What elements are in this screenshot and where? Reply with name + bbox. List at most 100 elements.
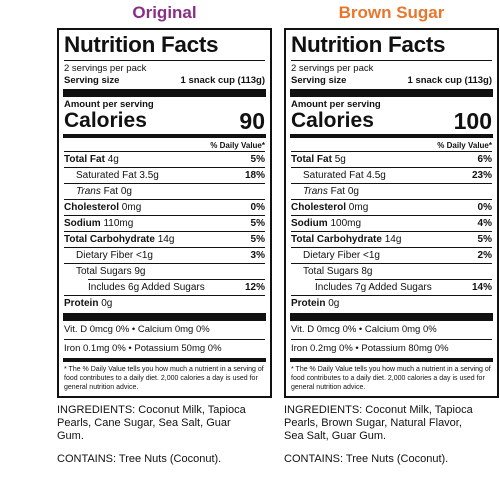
carbohydrate-row: Total Carbohydrate 14g 5% xyxy=(291,231,492,247)
fiber-row: Dietary Fiber <1g 2% xyxy=(291,247,492,263)
total-fat-row: Total Fat 4g 5% xyxy=(64,151,265,167)
carbohydrate-pct: 5% xyxy=(477,234,492,245)
nutrition-facts-panel-brown-sugar: Nutrition Facts 2 servings per pack Serv… xyxy=(284,28,499,398)
total-fat-amount: 5g xyxy=(334,154,346,165)
cholesterol-amount: 0mg xyxy=(348,202,369,213)
total-fat-amount: 4g xyxy=(107,154,119,165)
fiber-pct: 2% xyxy=(477,250,492,261)
total-fat-label: Total Fat xyxy=(291,154,332,165)
saturated-fat-row: Saturated Fat 3.5g 18% xyxy=(64,167,265,183)
protein-row: Protein 0g xyxy=(64,295,265,311)
divider-medium xyxy=(290,134,493,138)
sugars-row: Total Sugars 8g xyxy=(291,263,492,279)
brown-sugar-column: Brown Sugar Nutrition Facts 2 servings p… xyxy=(284,0,499,466)
sodium-pct: 4% xyxy=(477,218,492,229)
cholesterol-row: Cholesterol 0mg 0% xyxy=(291,199,492,215)
nutrition-facts-title: Nutrition Facts xyxy=(64,32,219,57)
divider-thick xyxy=(63,89,266,97)
calories-row: Calories 90 xyxy=(64,108,265,134)
cholesterol-row: Cholesterol 0mg 0% xyxy=(64,199,265,215)
total-fat-row: Total Fat 5g 6% xyxy=(291,151,492,167)
ingredients-text: INGREDIENTS: Coconut Milk, Tapioca Pearl… xyxy=(57,404,246,442)
serving-size-label: Serving size xyxy=(64,75,120,86)
variant-title-brown-sugar: Brown Sugar xyxy=(338,3,445,22)
divider-thick xyxy=(290,89,493,97)
carbohydrate-amount: 14g xyxy=(384,234,402,245)
saturated-fat-row: Saturated Fat 4.5g 23% xyxy=(291,167,492,183)
fiber-pct: 3% xyxy=(250,250,265,261)
sodium-amount: 100mg xyxy=(330,218,362,229)
daily-value-footnote: * The % Daily Value tells you how much a… xyxy=(64,366,264,391)
amount-per-serving: Amount per serving xyxy=(64,99,154,110)
protein-amount: 0g xyxy=(328,298,340,309)
carbohydrate-pct: 5% xyxy=(250,234,265,245)
sodium-label: Sodium xyxy=(64,218,101,229)
servings-per-pack: 2 servings per pack xyxy=(64,63,147,74)
calories-value: 100 xyxy=(453,108,492,134)
saturated-fat-pct: 23% xyxy=(471,170,492,181)
carbohydrate-amount: 14g xyxy=(157,234,175,245)
allergen-contains-text: CONTAINS: Tree Nuts (Coconut). xyxy=(57,453,222,465)
divider-thick xyxy=(63,313,266,321)
iron-line: Iron 0.1mg 0% • Potassium 50mg 0% xyxy=(64,343,222,354)
divider-medium xyxy=(63,358,266,362)
original-column: Original Nutrition Facts 2 servings per … xyxy=(57,0,272,466)
cholesterol-pct: 0% xyxy=(477,202,492,213)
added-sugars-row: Includes 6g Added Sugars 12% xyxy=(88,279,265,295)
fiber-row: Dietary Fiber <1g 3% xyxy=(64,247,265,263)
carbohydrate-label: Total Carbohydrate xyxy=(291,234,382,245)
cholesterol-pct: 0% xyxy=(250,202,265,213)
cholesterol-amount: 0mg xyxy=(121,202,142,213)
calories-label: Calories xyxy=(64,109,147,132)
ingredients-text: INGREDIENTS: Coconut Milk, Tapioca Pearl… xyxy=(284,404,473,442)
total-fat-pct: 6% xyxy=(477,154,492,165)
added-sugars-label: Includes 7g Added Sugars xyxy=(315,282,432,293)
sodium-row: Sodium 100mg 4% xyxy=(291,215,492,231)
nutrition-facts-panel-original: Nutrition Facts 2 servings per pack Serv… xyxy=(57,28,272,398)
vitamin-line: Vit. D 0mcg 0% • Calcium 0mg 0% xyxy=(64,324,210,335)
carbohydrate-row: Total Carbohydrate 14g 5% xyxy=(64,231,265,247)
divider-thick xyxy=(290,313,493,321)
calories-value: 90 xyxy=(239,108,265,134)
serving-size-row: Serving size 1 snack cup (113g) xyxy=(291,75,492,87)
sugars-label: Total Sugars 9g xyxy=(76,266,146,277)
serving-size-value: 1 snack cup (113g) xyxy=(407,75,492,86)
daily-value-header: % Daily Value* xyxy=(210,141,265,150)
saturated-fat-pct: 18% xyxy=(244,170,265,181)
added-sugars-pct: 12% xyxy=(244,282,265,293)
added-sugars-row: Includes 7g Added Sugars 14% xyxy=(315,279,492,295)
iron-line: Iron 0.2mg 0% • Potassium 80mg 0% xyxy=(291,343,449,354)
saturated-fat-label: Saturated Fat 4.5g xyxy=(303,170,386,181)
divider-medium xyxy=(63,134,266,138)
fiber-label: Dietary Fiber <1g xyxy=(303,250,380,261)
cholesterol-label: Cholesterol xyxy=(291,202,347,213)
sodium-pct: 5% xyxy=(250,218,265,229)
trans-fat-word: Trans xyxy=(303,186,328,197)
total-fat-pct: 5% xyxy=(250,154,265,165)
total-fat-label: Total Fat xyxy=(64,154,105,165)
serving-size-value: 1 snack cup (113g) xyxy=(180,75,265,86)
saturated-fat-label: Saturated Fat 3.5g xyxy=(76,170,159,181)
trans-fat-row: Trans Fat 0g xyxy=(291,183,492,199)
amount-per-serving: Amount per serving xyxy=(291,99,381,110)
sodium-amount: 110mg xyxy=(103,218,134,229)
sodium-row: Sodium 110mg 5% xyxy=(64,215,265,231)
serving-size-row: Serving size 1 snack cup (113g) xyxy=(64,75,265,87)
vitamin-line: Vit. D 0mcg 0% • Calcium 0mg 0% xyxy=(291,324,437,335)
daily-value-footnote: * The % Daily Value tells you how much a… xyxy=(291,366,491,391)
cholesterol-label: Cholesterol xyxy=(64,202,120,213)
added-sugars-label: Includes 6g Added Sugars xyxy=(88,282,205,293)
protein-amount: 0g xyxy=(101,298,113,309)
sugars-row: Total Sugars 9g xyxy=(64,263,265,279)
protein-row: Protein 0g xyxy=(291,295,492,311)
calories-row: Calories 100 xyxy=(291,108,492,134)
protein-label: Protein xyxy=(291,298,326,309)
serving-size-label: Serving size xyxy=(291,75,347,86)
sodium-label: Sodium xyxy=(291,218,328,229)
protein-label: Protein xyxy=(64,298,99,309)
trans-fat-rest: Fat 0g xyxy=(100,186,132,197)
fiber-label: Dietary Fiber <1g xyxy=(76,250,153,261)
variant-title-original: Original xyxy=(132,3,197,22)
calories-label: Calories xyxy=(291,109,374,132)
sugars-label: Total Sugars 8g xyxy=(303,266,373,277)
